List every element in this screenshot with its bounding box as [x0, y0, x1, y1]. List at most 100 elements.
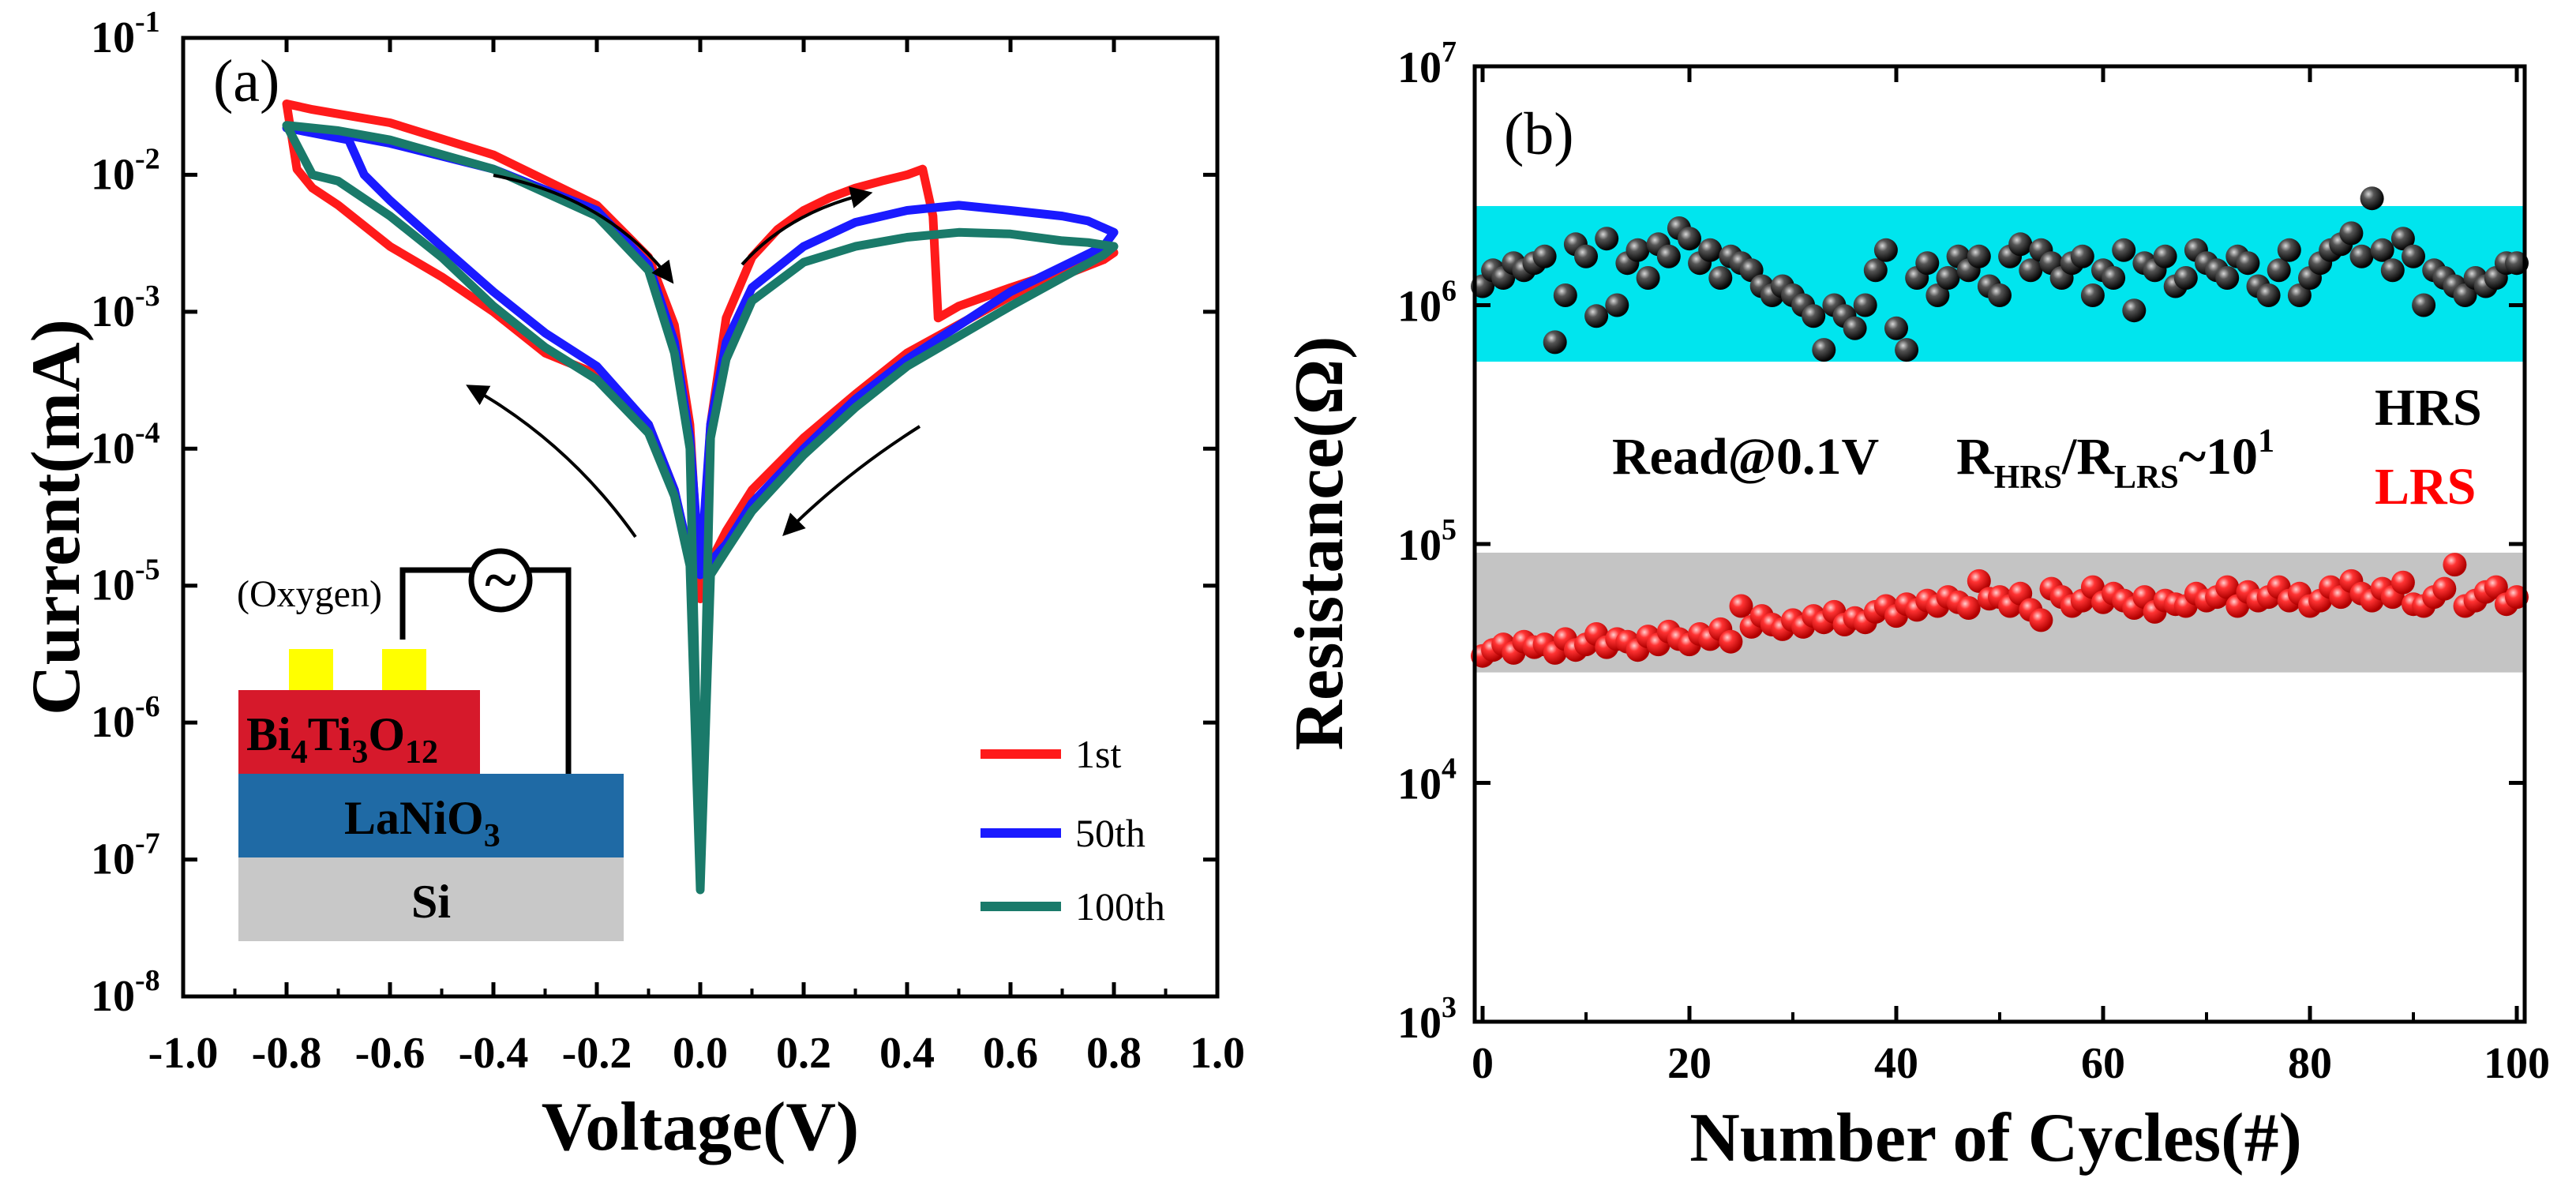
si-layer — [238, 857, 624, 941]
a-y-tick-label: 10-5 — [91, 553, 160, 610]
panel-b-axes: 0 20 40 60 80 100 103 104 105 106 107 — [1397, 36, 2550, 1088]
a-x-tick-label: 0.4 — [879, 1029, 935, 1078]
schematic-wire — [399, 567, 572, 774]
a-y-tick-label: 10-6 — [91, 690, 160, 747]
point-hrs — [1636, 266, 1660, 290]
point-hrs — [1532, 244, 1557, 268]
point-hrs — [1873, 238, 1898, 262]
a-y-tick-label: 10-7 — [91, 827, 160, 884]
point-hrs — [1988, 283, 2012, 307]
legend-100th-label: 100th — [1075, 884, 1165, 929]
a-x-tick-label: -0.6 — [355, 1029, 426, 1078]
a-x-tick-label: -0.2 — [562, 1029, 632, 1078]
panel-a-label: (a) — [213, 48, 279, 114]
point-lrs — [1719, 629, 1743, 654]
a-x-tick-label: 0.8 — [1086, 1029, 1142, 1078]
a-x-tick-label: 1.0 — [1190, 1029, 1245, 1078]
resistance-ratio-annotation: RHRS/RLRS~101 — [1956, 423, 2274, 496]
point-hrs — [1698, 238, 1723, 262]
point-hrs — [2215, 266, 2240, 290]
point-hrs — [1584, 304, 1609, 328]
lno-layer-label: LaNiO3 — [344, 792, 501, 854]
point-hrs — [1574, 244, 1598, 268]
point-hrs — [2019, 258, 2043, 283]
point-lrs — [1956, 596, 1981, 620]
panel-a-frame — [181, 36, 1220, 999]
a-y-tick-label: 10-3 — [91, 280, 160, 336]
sweep-arrow-2 — [741, 186, 873, 266]
b-x-tick-label: 20 — [1667, 1039, 1712, 1088]
legend-50th-label: 50th — [1075, 811, 1146, 855]
b-x-tick-label: 60 — [2081, 1039, 2125, 1088]
iv-series-1st — [282, 99, 1119, 603]
device-schematic-inset: ~ (Oxygen) Bi4Ti3O12 LaNiO3 Si — [237, 547, 624, 941]
a-x-tick-label: 0.6 — [983, 1029, 1038, 1078]
panel-a-series — [282, 99, 1119, 895]
point-hrs — [2453, 283, 2477, 307]
point-hrs — [2360, 186, 2384, 211]
point-hrs — [2412, 293, 2436, 317]
read-voltage-annotation: Read@0.1V — [1612, 428, 1879, 486]
point-hrs — [2277, 238, 2301, 262]
point-lrs — [2443, 553, 2467, 577]
a-x-tick-label: 0.0 — [673, 1029, 728, 1078]
point-hrs — [1708, 266, 1733, 290]
point-hrs — [1543, 330, 1567, 355]
point-hrs — [2153, 244, 2177, 268]
panel-a-y-axis-label: Current(mA) — [18, 319, 95, 715]
a-y-tick-label: 10-1 — [91, 6, 160, 62]
point-hrs — [1925, 283, 1950, 307]
point-lrs — [2432, 576, 2457, 601]
voltage-source-icon — [468, 548, 533, 613]
point-hrs — [1936, 266, 1960, 290]
si-layer-label: Si — [411, 876, 451, 928]
point-hrs — [2173, 266, 2198, 290]
panel-b-label: (b) — [1504, 101, 1574, 167]
point-hrs — [2008, 232, 2033, 257]
point-hrs — [1863, 258, 1888, 283]
point-hrs — [2070, 244, 2094, 268]
a-x-tick-label: -0.4 — [459, 1029, 529, 1078]
sweep-arrow-1 — [493, 174, 674, 284]
point-lrs — [2215, 575, 2240, 599]
iv-series-50th — [282, 123, 1119, 580]
point-hrs — [2236, 251, 2260, 276]
point-hrs — [2080, 283, 2105, 307]
panel-b-endurance: Read@0.1V RHRS/RLRS~101 HRS LRS (b) 0 20 4… — [1281, 36, 2550, 1176]
panel-a-legend: 1st 50th 100th — [981, 732, 1165, 929]
bto-layer-label: Bi4Ti3O12 — [246, 708, 438, 771]
legend-1st-label: 1st — [1075, 732, 1121, 776]
b-y-tick-label: 103 — [1397, 991, 1457, 1048]
a-x-tick-label: -1.0 — [148, 1029, 219, 1078]
point-hrs — [1625, 238, 1650, 262]
b-y-tick-label: 106 — [1397, 275, 1457, 332]
point-hrs — [2349, 244, 2374, 268]
b-y-tick-label: 105 — [1397, 513, 1457, 570]
lno-layer — [238, 774, 624, 857]
point-hrs — [2370, 238, 2394, 262]
b-x-tick-label: 80 — [2288, 1039, 2332, 1088]
panel-b-x-axis-label: Number of Cycles(#) — [1689, 1100, 2302, 1176]
point-lrs — [1967, 568, 1991, 593]
point-hrs — [1595, 227, 1619, 251]
point-hrs — [2112, 238, 2136, 262]
point-lrs — [2029, 608, 2053, 632]
point-hrs — [2287, 283, 2312, 307]
panel-a-axes: -1.0 -0.8 -0.6 -0.4 -0.2 0.0 0.2 0.4 0.6 0.8 1.0 10… — [91, 6, 1245, 1078]
a-x-tick-label: 0.2 — [776, 1029, 831, 1078]
panel-b-series — [1471, 186, 2529, 668]
point-hrs — [2122, 298, 2147, 323]
point-hrs — [1656, 244, 1681, 268]
point-hrs — [1605, 293, 1629, 317]
panel-a-x-axis-label: Voltage(V) — [542, 1089, 859, 1165]
a-y-tick-label: 10-2 — [91, 142, 160, 199]
sweep-arrow-3 — [782, 425, 921, 536]
panel-b-frame — [1472, 64, 2527, 1024]
point-hrs — [1678, 227, 1701, 251]
point-hrs — [2256, 283, 2281, 307]
a-x-tick-label: -0.8 — [252, 1029, 322, 1078]
point-lrs — [2390, 570, 2415, 595]
sweep-arrow-4 — [466, 385, 637, 538]
panel-b-y-axis-label: Resistance(Ω) — [1281, 336, 1358, 751]
point-hrs — [2390, 227, 2415, 251]
